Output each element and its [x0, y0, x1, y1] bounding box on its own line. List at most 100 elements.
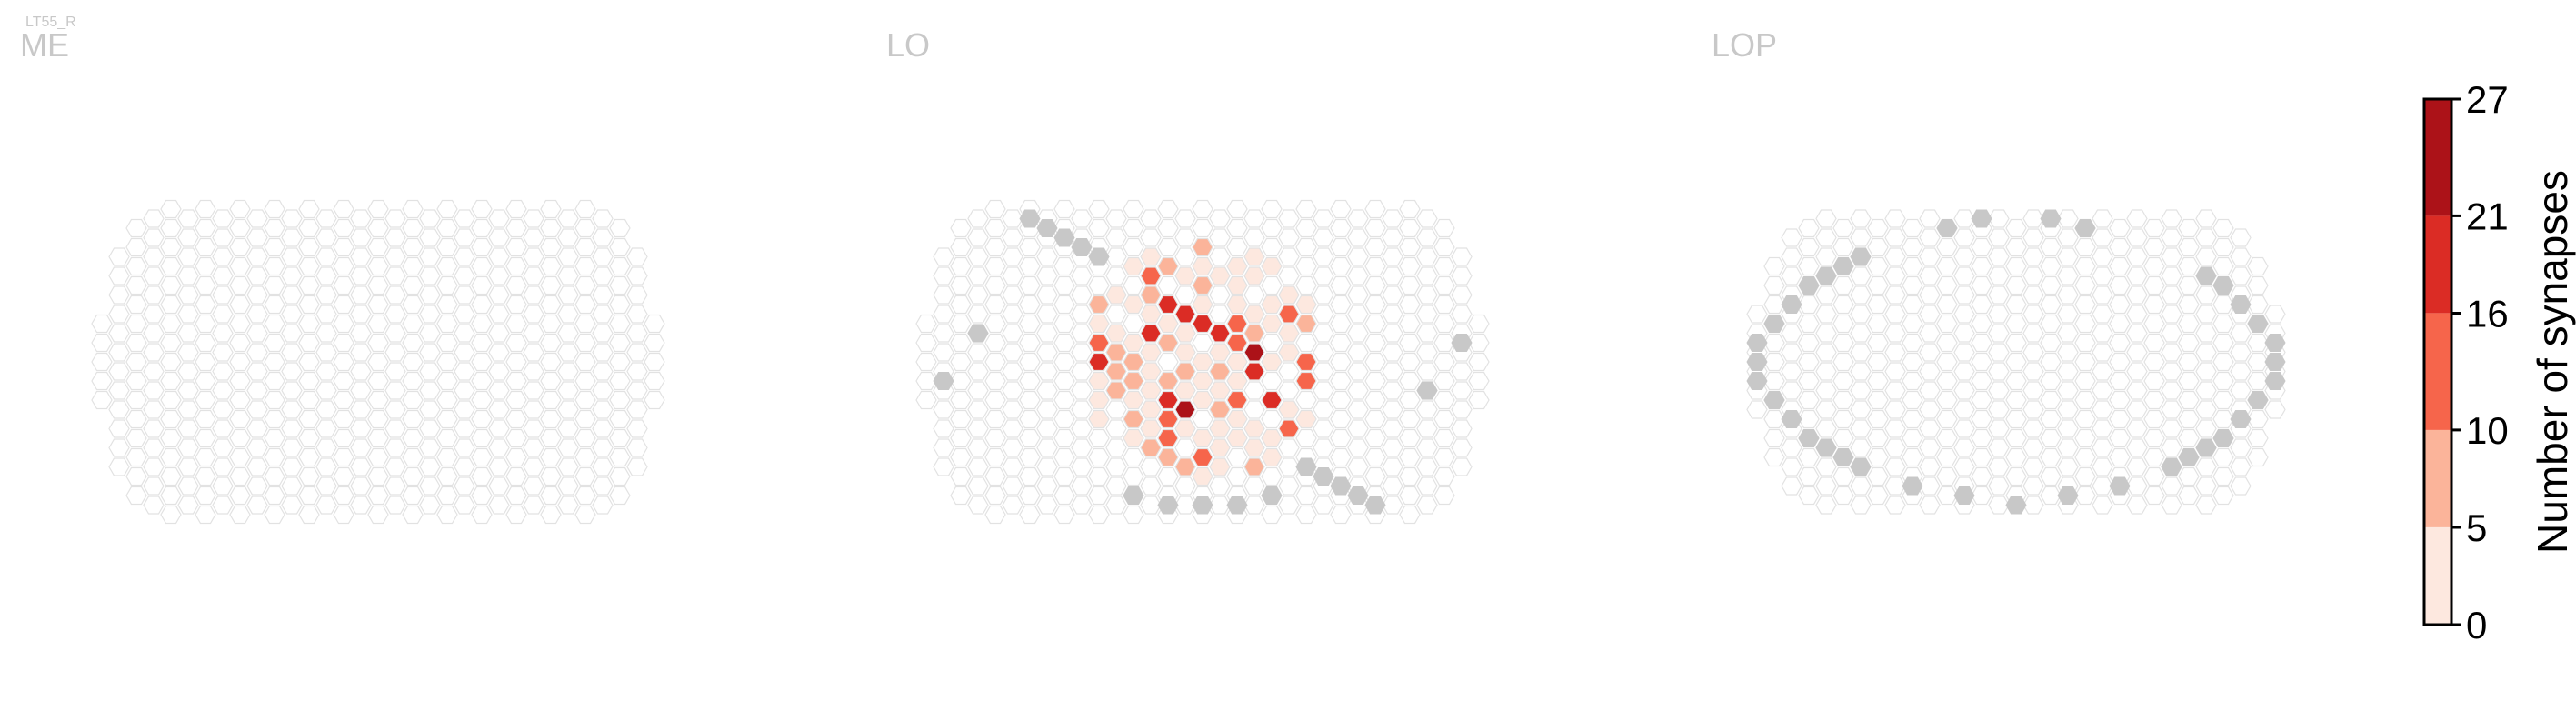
hex-column-outside [1347, 486, 1369, 506]
hex-column [1936, 390, 1958, 410]
hex-column [177, 343, 199, 362]
hex-column [1036, 324, 1058, 343]
hex-column [2074, 256, 2096, 276]
hex-column [2005, 447, 2027, 467]
hex-column [2040, 256, 2062, 276]
hex-column [315, 247, 337, 266]
hex-column [1278, 381, 1300, 400]
hex-column [1261, 275, 1283, 295]
hex-column [1953, 419, 1975, 438]
hex-column-synapses [1243, 343, 1265, 362]
hex-column [1347, 285, 1369, 305]
hex-column [125, 352, 147, 372]
hex-column [1798, 390, 1820, 410]
hex-column [609, 409, 631, 429]
hex-column [212, 228, 234, 247]
hex-column [609, 218, 631, 238]
hex-column [540, 295, 562, 315]
hex-column [1278, 476, 1300, 496]
hex-column [91, 333, 113, 353]
hex-column [1382, 305, 1403, 324]
hex-column [984, 428, 1006, 448]
hex-column [419, 419, 441, 438]
hex-column [471, 295, 493, 315]
hex-column [2143, 409, 2165, 429]
hex-column [419, 324, 441, 343]
hex-column [626, 285, 648, 305]
hex-column [523, 285, 544, 305]
hex-column [2143, 486, 2165, 506]
hex-column [246, 343, 268, 362]
hex-column [108, 381, 130, 400]
hex-column [1105, 266, 1127, 285]
hex-column [1313, 266, 1334, 285]
hex-column [1019, 409, 1041, 429]
hex-column [1416, 438, 1438, 457]
hex-column [1071, 305, 1093, 324]
hex-column [2230, 381, 2252, 400]
hex-column [1140, 228, 1162, 247]
hex-column [1278, 228, 1300, 247]
hex-column [212, 496, 234, 515]
hex-column [177, 247, 199, 266]
hex-column [592, 476, 614, 496]
hex-column [1019, 447, 1041, 467]
hex-column [333, 199, 354, 219]
hex-column [160, 199, 182, 219]
hex-column [125, 371, 147, 391]
hex-column [609, 237, 631, 257]
hex-column [350, 305, 372, 324]
hex-column [2126, 305, 2148, 324]
hex-column [1468, 314, 1490, 334]
hex-column [2212, 295, 2234, 315]
hex-column [1451, 247, 1473, 266]
hex-column [2161, 419, 2182, 438]
hex-column [2178, 486, 2200, 506]
hex-column [177, 228, 199, 247]
hex-column [229, 409, 251, 429]
hex-column [2126, 228, 2148, 247]
hex-column [2005, 333, 2027, 353]
hex-column [298, 428, 320, 448]
hex-column [967, 209, 989, 228]
hex-column [212, 266, 234, 285]
hex-column [1988, 247, 2010, 266]
hex-column [2109, 314, 2131, 334]
hex-column [177, 305, 199, 324]
panel-lo: LO [886, 26, 1490, 525]
hex-column [350, 228, 372, 247]
hex-column [333, 314, 354, 334]
hex-column [229, 447, 251, 467]
hex-column [212, 247, 234, 266]
hex-column [2126, 247, 2148, 266]
hex-column [2074, 466, 2096, 486]
hex-column [1330, 409, 1352, 429]
hex-column [264, 295, 285, 315]
hex-column [1295, 256, 1317, 276]
hex-column [1867, 352, 1889, 372]
hex-column [1002, 228, 1023, 247]
hex-column [2178, 333, 2200, 353]
hex-column [1174, 247, 1196, 266]
hex-column [436, 256, 458, 276]
hex-column [1867, 447, 1889, 467]
hex-column-outside [1036, 218, 1058, 238]
hex-column [1364, 352, 1386, 372]
hex-column [1433, 409, 1455, 429]
hex-column-synapses [1226, 295, 1248, 315]
hex-column [1243, 400, 1265, 419]
hex-column [2022, 228, 2044, 247]
hex-column [143, 438, 165, 457]
panel-me: ME [20, 26, 665, 525]
hex-column [471, 275, 493, 295]
hex-column-synapses [1192, 237, 1213, 257]
hex-column-synapses [1243, 419, 1265, 438]
hex-column-outside [1971, 209, 1992, 228]
hex-column [1919, 496, 1941, 515]
hex-column [229, 199, 251, 219]
hex-column [1330, 256, 1352, 276]
hex-column [315, 209, 337, 228]
hex-column [281, 285, 303, 305]
hex-column [402, 428, 424, 448]
hex-column [281, 266, 303, 285]
